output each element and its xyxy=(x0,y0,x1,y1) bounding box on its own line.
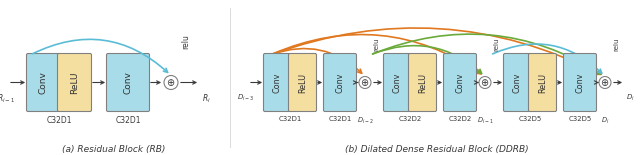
Circle shape xyxy=(164,75,178,89)
Text: relu: relu xyxy=(493,38,499,51)
FancyBboxPatch shape xyxy=(408,53,436,111)
FancyBboxPatch shape xyxy=(563,53,596,111)
Text: Conv: Conv xyxy=(393,72,402,93)
Text: ReLU: ReLU xyxy=(538,72,547,93)
Text: relu: relu xyxy=(181,34,190,49)
Text: (b) Dilated Dense Residual Block (DDRB): (b) Dilated Dense Residual Block (DDRB) xyxy=(345,145,528,154)
Text: $R_i$: $R_i$ xyxy=(202,93,211,105)
Text: C32D1: C32D1 xyxy=(46,116,72,125)
FancyBboxPatch shape xyxy=(289,53,317,111)
Text: relu: relu xyxy=(613,38,619,51)
Text: C32D2: C32D2 xyxy=(398,116,422,122)
Text: $R_{i-1}$: $R_{i-1}$ xyxy=(0,93,15,105)
Text: C32D5: C32D5 xyxy=(518,116,541,122)
Text: (a) Residual Block (RB): (a) Residual Block (RB) xyxy=(62,145,166,154)
Text: Conv: Conv xyxy=(575,72,584,93)
Text: ReLU: ReLU xyxy=(418,72,427,93)
FancyBboxPatch shape xyxy=(444,53,477,111)
Text: Conv: Conv xyxy=(335,72,344,93)
Text: relu: relu xyxy=(373,38,379,51)
Text: Conv: Conv xyxy=(456,72,465,93)
Text: $D_{i-1}$: $D_{i-1}$ xyxy=(477,116,493,126)
FancyBboxPatch shape xyxy=(106,53,150,111)
Text: $D_{i-3}$: $D_{i-3}$ xyxy=(237,93,255,103)
Text: ReLU: ReLU xyxy=(70,71,79,94)
Text: $D_i$: $D_i$ xyxy=(626,93,635,103)
Text: $\oplus$: $\oplus$ xyxy=(166,77,175,88)
Text: C32D5: C32D5 xyxy=(568,116,591,122)
FancyBboxPatch shape xyxy=(323,53,356,111)
FancyBboxPatch shape xyxy=(26,53,61,111)
FancyBboxPatch shape xyxy=(58,53,92,111)
FancyBboxPatch shape xyxy=(264,53,291,111)
Circle shape xyxy=(359,77,371,89)
Text: C32D1: C32D1 xyxy=(115,116,141,125)
Text: C32D1: C32D1 xyxy=(328,116,352,122)
Circle shape xyxy=(599,77,611,89)
Text: C32D1: C32D1 xyxy=(278,116,301,122)
FancyBboxPatch shape xyxy=(504,53,531,111)
Text: Conv: Conv xyxy=(39,71,48,94)
Circle shape xyxy=(479,77,491,89)
Text: $\oplus$: $\oplus$ xyxy=(600,77,610,88)
Text: C32D2: C32D2 xyxy=(449,116,472,122)
Text: Conv: Conv xyxy=(273,72,282,93)
FancyBboxPatch shape xyxy=(383,53,412,111)
Text: Conv: Conv xyxy=(124,71,132,94)
Text: $D_{i-2}$: $D_{i-2}$ xyxy=(356,116,373,126)
Text: $\oplus$: $\oplus$ xyxy=(481,77,490,88)
FancyBboxPatch shape xyxy=(529,53,557,111)
Text: ReLU: ReLU xyxy=(298,72,307,93)
Text: $D_i$: $D_i$ xyxy=(601,116,609,126)
Text: Conv: Conv xyxy=(513,72,522,93)
Text: $\oplus$: $\oplus$ xyxy=(360,77,370,88)
